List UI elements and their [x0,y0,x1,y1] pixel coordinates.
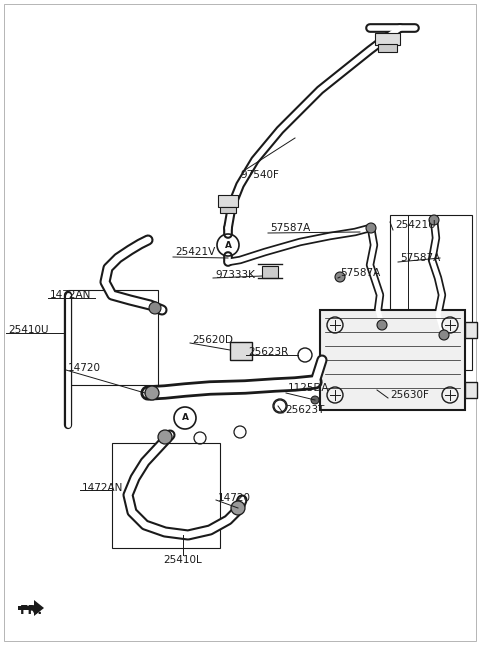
Text: 1472AN: 1472AN [50,290,91,300]
Text: 25623T: 25623T [285,405,324,415]
Text: 97333K: 97333K [215,270,255,280]
Text: 1472AN: 1472AN [82,483,123,493]
Text: 25410U: 25410U [8,325,48,335]
Circle shape [429,215,439,225]
Circle shape [149,302,161,314]
Text: 25421V: 25421V [175,247,215,257]
Circle shape [377,320,387,330]
Bar [375,33,400,45]
Text: A: A [181,413,189,422]
Bar [465,322,477,338]
Circle shape [366,223,376,233]
Text: 57587A: 57587A [270,223,310,233]
Circle shape [439,330,449,340]
Polygon shape [18,600,44,616]
Text: 14720: 14720 [68,363,101,373]
Circle shape [158,430,172,444]
Circle shape [231,501,245,515]
Bar [68,290,158,385]
Bar [320,310,465,410]
Bar [220,207,236,213]
Text: FR.: FR. [20,604,43,617]
Bar [218,195,238,207]
Text: 57587A: 57587A [400,253,440,263]
Text: 25623R: 25623R [248,347,288,357]
Text: 97540F: 97540F [240,170,279,180]
Circle shape [145,386,159,400]
Circle shape [335,272,345,282]
Text: 25410L: 25410L [164,555,203,565]
Text: 14720: 14720 [218,493,251,503]
Text: 25421U: 25421U [395,220,436,230]
Bar [230,342,252,360]
Bar [112,443,220,548]
Bar [378,44,397,52]
Text: 57587A: 57587A [340,268,380,278]
Text: A: A [225,241,231,250]
Bar [262,266,278,278]
Bar [390,215,472,370]
Text: 1125DA: 1125DA [288,383,329,393]
Text: 25620D: 25620D [192,335,233,345]
Bar [465,382,477,398]
Circle shape [311,396,319,404]
Text: 25630F: 25630F [390,390,429,400]
